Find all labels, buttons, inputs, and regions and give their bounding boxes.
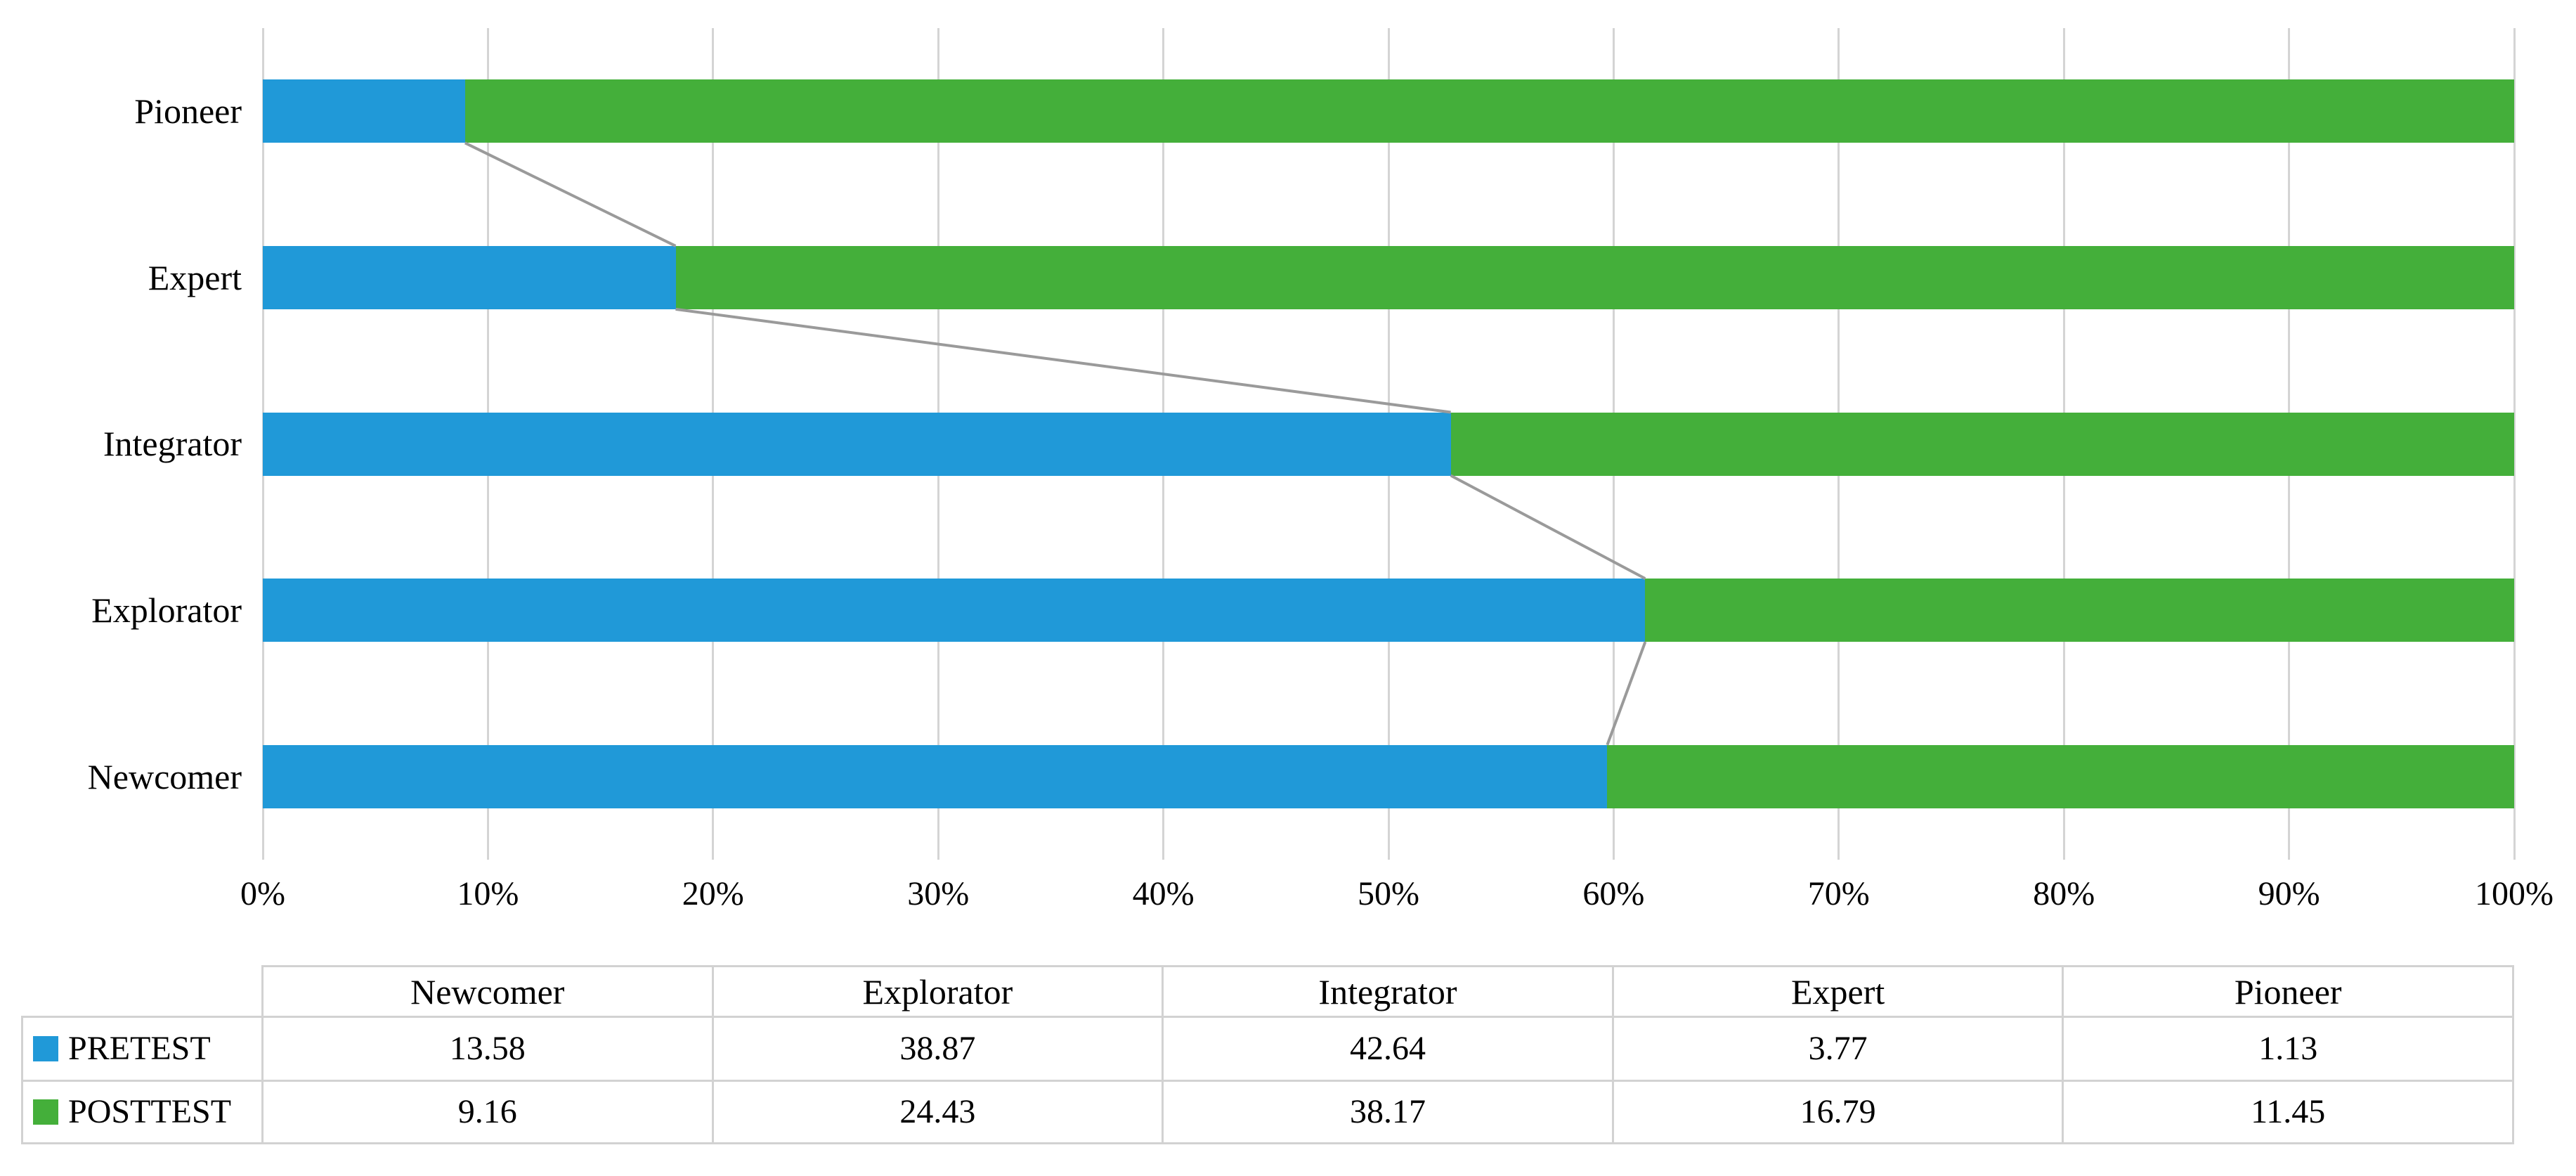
- x-tick-60%: 60%: [1582, 875, 1645, 912]
- bar-segment-pretest-integrator: [263, 412, 1451, 476]
- bar-segment-posttest-integrator: [1450, 412, 2514, 476]
- bar-segment-posttest-expert: [675, 245, 2514, 309]
- table-row-label-pretest: PRETEST: [21, 1016, 264, 1080]
- x-tick-10%: 10%: [457, 875, 519, 912]
- x-tick-90%: 90%: [2258, 875, 2320, 912]
- table-value-posttest-expert: 16.79: [1613, 1080, 2064, 1144]
- series-line-2: [1450, 474, 1646, 580]
- table-value-pretest-pioneer: 1.13: [2064, 1016, 2514, 1080]
- category-label-newcomer: Newcomer: [87, 756, 242, 796]
- x-tick-0%: 0%: [240, 875, 285, 912]
- series-line-1: [675, 307, 1451, 414]
- bar-segment-posttest-explorator: [1645, 579, 2514, 642]
- bar-segment-posttest-pioneer: [464, 79, 2514, 143]
- stacked-bar-pioneer: [263, 79, 2514, 143]
- x-tick-70%: 70%: [1807, 875, 1870, 912]
- category-label-expert: Expert: [148, 257, 242, 297]
- bar-segment-pretest-newcomer: [263, 744, 1608, 808]
- category-label-integrator: Integrator: [103, 424, 242, 464]
- gridline-100%: [2513, 28, 2516, 860]
- x-tick-40%: 40%: [1132, 875, 1195, 912]
- plot-area: [261, 28, 2516, 860]
- table-value-pretest-expert: 3.77: [1613, 1016, 2064, 1080]
- table-header-pioneer: Pioneer: [2064, 965, 2514, 1016]
- category-label-pioneer: Pioneer: [134, 91, 242, 131]
- x-tick-20%: 20%: [682, 875, 744, 912]
- stacked-bar-explorator: [263, 579, 2514, 642]
- table-value-pretest-integrator: 42.64: [1164, 1016, 1614, 1080]
- stacked-bar-expert: [263, 245, 2514, 309]
- table-value-posttest-newcomer: 9.16: [264, 1080, 714, 1144]
- table-header-newcomer: Newcomer: [264, 965, 714, 1016]
- table-header-explorator: Explorator: [713, 965, 1164, 1016]
- table-header-expert: Expert: [1613, 965, 2064, 1016]
- table-header-integrator: Integrator: [1164, 965, 1614, 1016]
- bar-segment-pretest-explorator: [263, 579, 1646, 642]
- table-corner-cell: [21, 965, 264, 1016]
- stacked-bar-integrator: [263, 412, 2514, 476]
- x-tick-100%: 100%: [2475, 875, 2554, 912]
- bar-segment-posttest-newcomer: [1607, 744, 2514, 808]
- series-name-label: PRETEST: [68, 1030, 211, 1067]
- stacked-bar-newcomer: [263, 744, 2514, 808]
- data-table: Newcomer Explorator Integrator Expert Pionee…: [21, 965, 2514, 1144]
- x-tick-30%: 30%: [907, 875, 970, 912]
- legend-swatch-posttest: [33, 1099, 58, 1125]
- table-value-pretest-explorator: 38.87: [713, 1016, 1164, 1080]
- x-tick-80%: 80%: [2033, 875, 2095, 912]
- x-tick-50%: 50%: [1358, 875, 1419, 912]
- legend-swatch-pretest: [33, 1036, 58, 1061]
- table-value-pretest-newcomer: 13.58: [264, 1016, 714, 1080]
- table-value-posttest-pioneer: 11.45: [2064, 1080, 2514, 1144]
- series-line-0: [464, 141, 677, 247]
- series-name-label: POSTTEST: [68, 1093, 232, 1130]
- table-value-posttest-explorator: 24.43: [713, 1080, 1164, 1144]
- bar-segment-pretest-expert: [263, 245, 676, 309]
- table-row-label-posttest: POSTTEST: [21, 1080, 264, 1144]
- category-label-explorator: Explorator: [91, 590, 242, 631]
- table-value-posttest-integrator: 38.17: [1164, 1080, 1614, 1144]
- bar-segment-pretest-pioneer: [263, 79, 465, 143]
